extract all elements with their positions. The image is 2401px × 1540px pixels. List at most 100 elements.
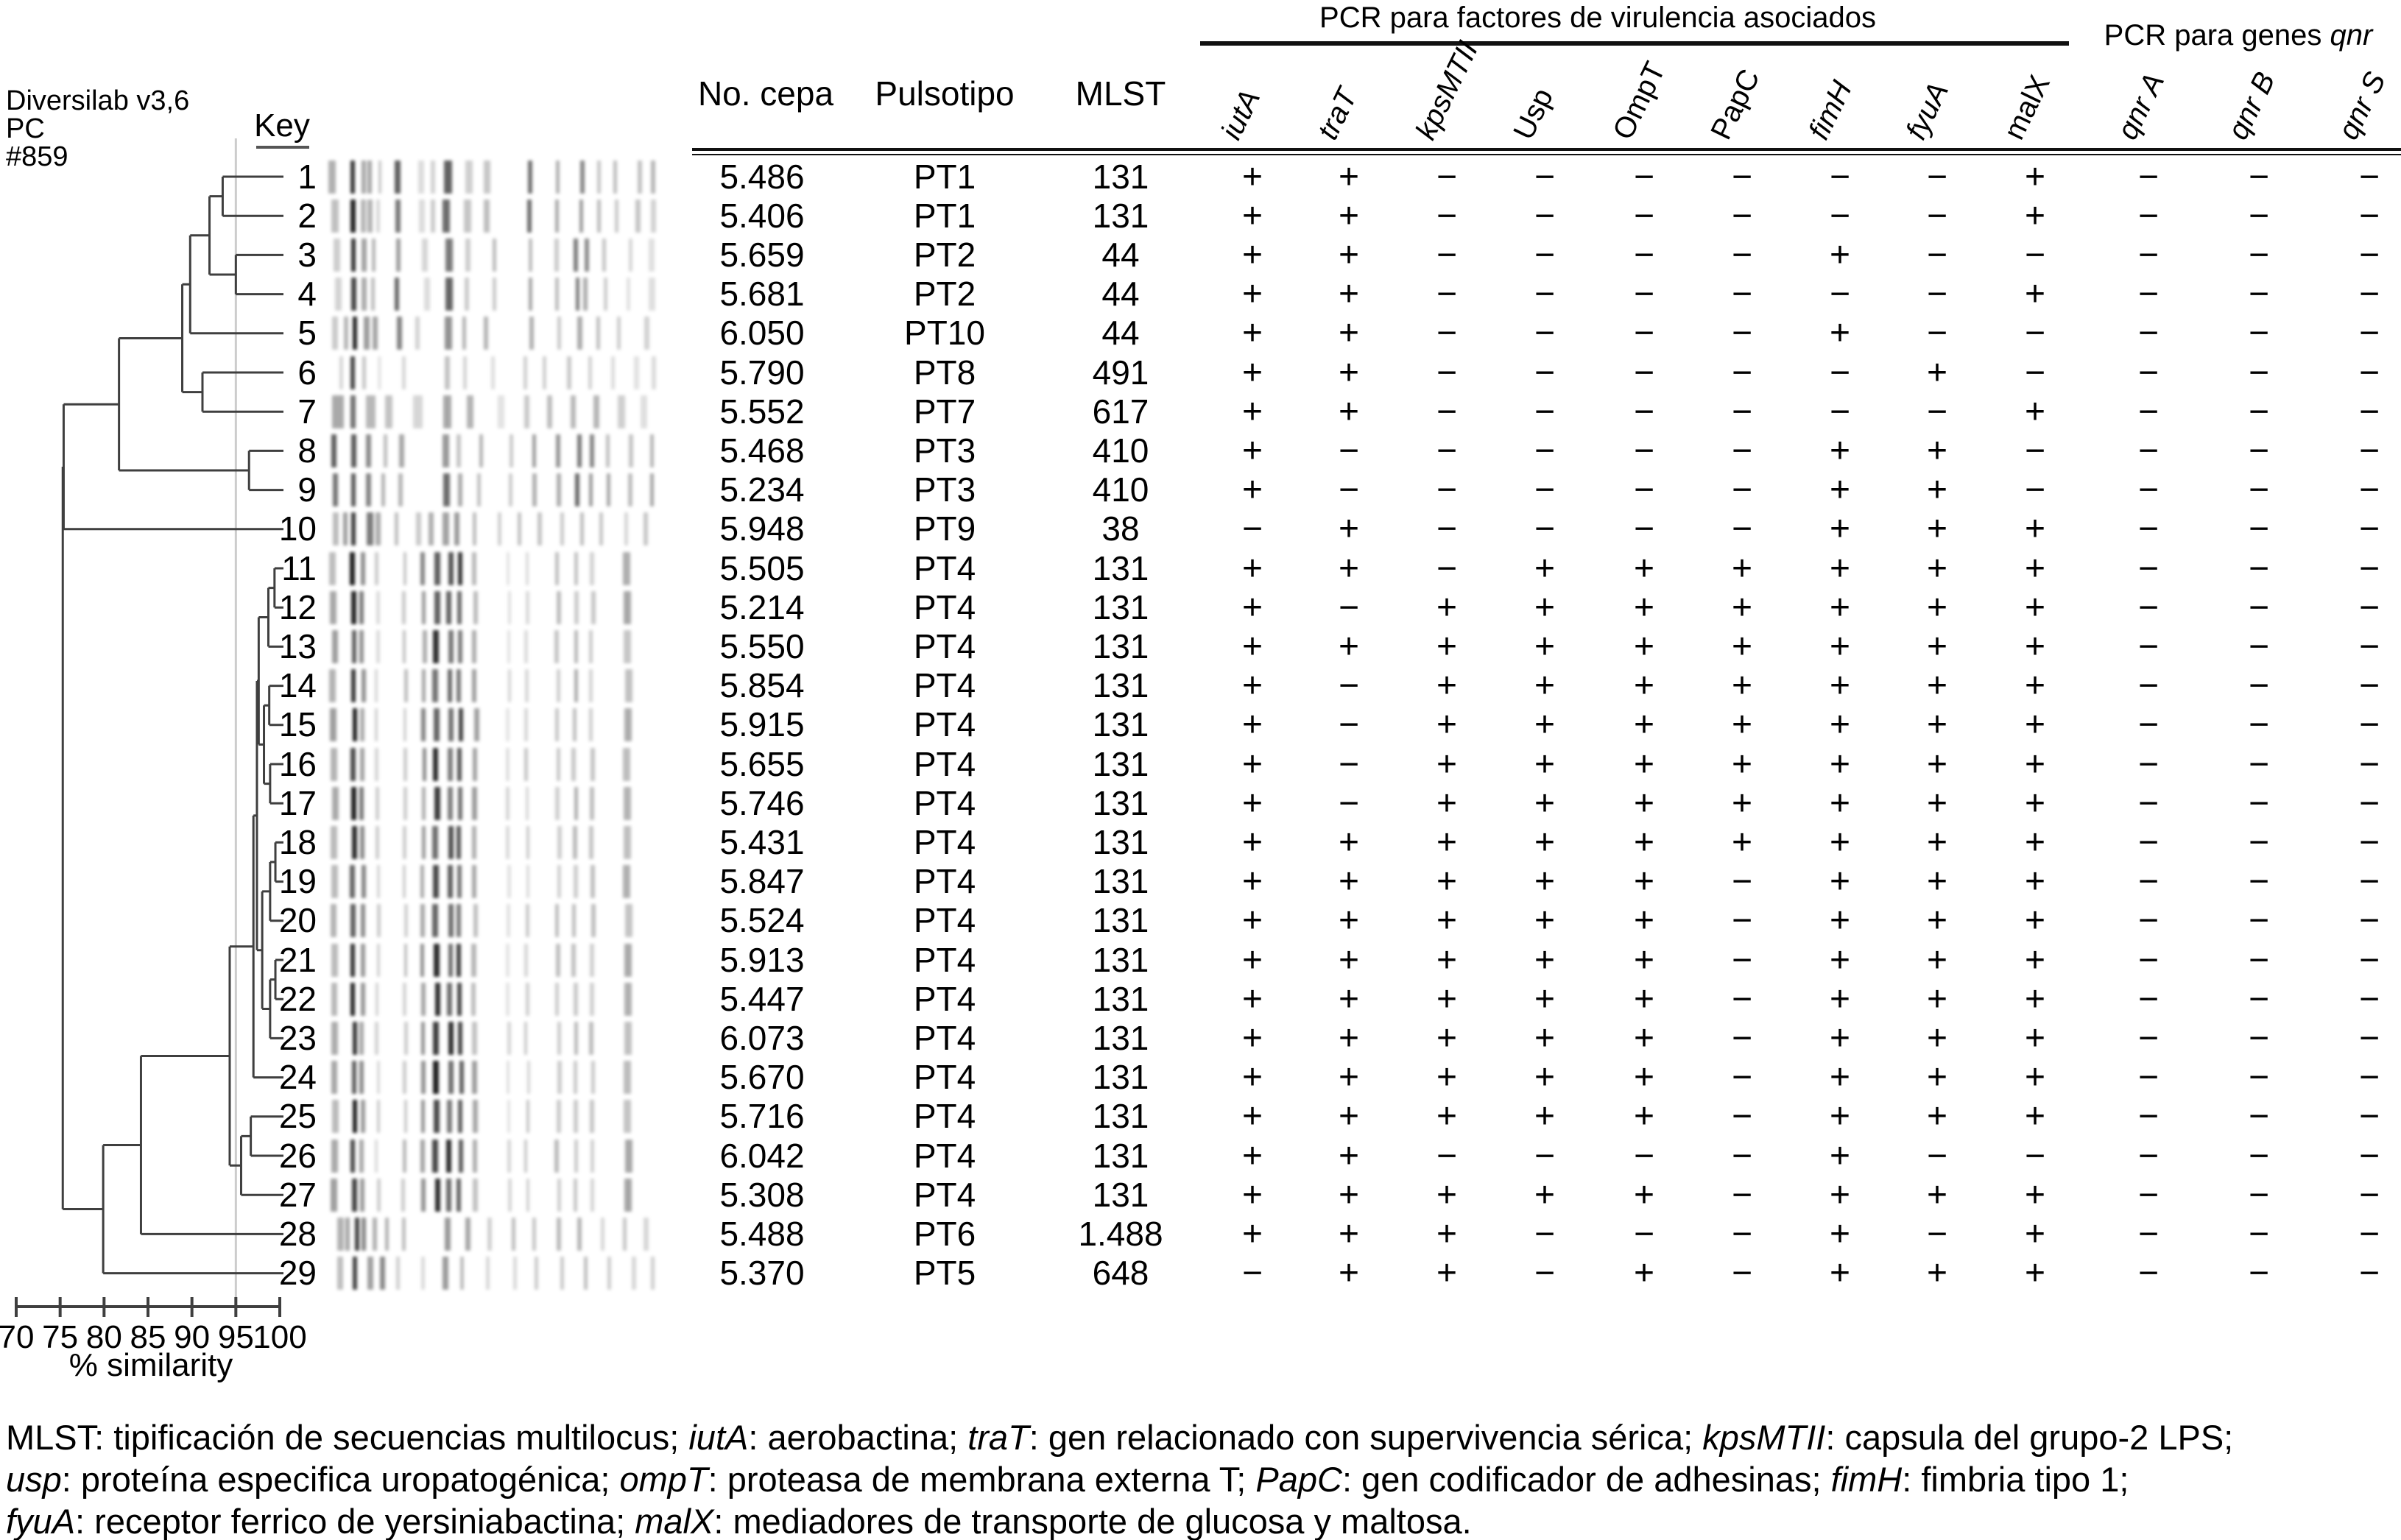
gel-band [424, 278, 430, 311]
pcr-result-usp: − [1534, 509, 1556, 549]
pcr-result-malx: + [2024, 744, 2046, 784]
cell-cepa: 5.854 [719, 666, 805, 705]
pcr-result-kpsmtii: + [1436, 901, 1458, 941]
pcr-result-trat: + [1338, 157, 1360, 197]
pcr-result-fyua: + [1926, 862, 1948, 902]
cell-cepa: 5.550 [719, 626, 805, 665]
gel-band [444, 317, 453, 350]
pcr-result-kpsmtii: − [1436, 353, 1458, 392]
gel-band [421, 786, 426, 820]
table-row: 4 5.681 PT2 44 + + − − − − − − + − − − [0, 275, 2401, 314]
cell-mlst: 131 [1092, 705, 1149, 744]
gel-band [420, 1139, 425, 1173]
gel-band [420, 865, 425, 899]
gel-band [456, 1178, 461, 1212]
pcr-result-malx: + [2024, 940, 2046, 980]
gel-band [420, 1021, 426, 1055]
gel-band [458, 551, 463, 585]
pcr-result-usp: + [1534, 1097, 1556, 1137]
legend-gene-name: malX [635, 1502, 714, 1540]
gel-band [596, 317, 601, 350]
key-label: 16 [278, 744, 317, 783]
legend-gene-name: kpsMTII [1702, 1418, 1826, 1457]
gel-band [599, 512, 603, 546]
gel-band [448, 1061, 454, 1095]
software-name: Diversilab v3,6 [6, 85, 190, 116]
cell-pulsotipo: PT4 [913, 783, 976, 822]
gel-band [554, 982, 560, 1016]
gel-band [339, 356, 343, 389]
key-label: 14 [278, 666, 317, 705]
gel-band [456, 590, 462, 624]
pcr-result-qnr-s: − [2358, 1097, 2380, 1137]
pcr-result-malx: − [2024, 470, 2046, 510]
gel-band [523, 395, 530, 428]
gel-band [649, 278, 655, 311]
gel-band [421, 982, 426, 1016]
gel-lane [330, 356, 670, 389]
gel-band [403, 708, 407, 742]
cell-cepa: 6.050 [719, 314, 805, 353]
gel-band [375, 551, 379, 585]
legend-text: : fimbria tipo 1; [1902, 1460, 2129, 1499]
gel-band [374, 669, 378, 703]
gel-band [432, 825, 439, 859]
pcr-result-qnr-s: − [2358, 822, 2380, 862]
gel-band [525, 551, 529, 585]
cell-pulsotipo: PT1 [913, 196, 976, 235]
gel-band [580, 160, 585, 194]
pcr-result-qnr-b: − [2248, 196, 2270, 236]
gel-band [448, 825, 454, 859]
gel-band [573, 1178, 578, 1212]
gel-band [508, 1178, 512, 1212]
gel-band [350, 199, 356, 233]
pcr-result-ompt: + [1633, 744, 1655, 784]
gel-band [353, 1021, 358, 1055]
gel-band [554, 708, 560, 742]
cell-mlst: 491 [1092, 353, 1149, 392]
pcr-result-ompt: + [1633, 626, 1655, 666]
gel-band [624, 1021, 632, 1055]
gel-band [350, 943, 356, 977]
cell-mlst: 44 [1101, 275, 1140, 314]
pcr-result-papc: − [1731, 431, 1753, 470]
pcr-result-iuta: + [1241, 783, 1263, 823]
gel-band [420, 708, 426, 742]
pcr-result-iuta: + [1241, 587, 1263, 627]
pcr-result-qnr-a: − [2137, 392, 2160, 431]
gel-band [485, 1257, 490, 1290]
pcr-result-fimh: − [1829, 157, 1851, 197]
gel-band [351, 434, 356, 467]
pcr-result-qnr-a: − [2137, 1214, 2160, 1254]
gel-band [622, 1217, 627, 1251]
pcr-result-papc: − [1731, 901, 1753, 941]
cell-pulsotipo: PT7 [913, 392, 976, 431]
gel-band [431, 160, 436, 194]
pcr-result-iuta: + [1241, 431, 1263, 470]
pcr-result-fimh: + [1829, 940, 1851, 980]
pcr-result-malx: + [2024, 1018, 2046, 1058]
gel-band [415, 317, 420, 350]
table-row: 24 5.670 PT4 131 + + + + + − + + + − − − [0, 1058, 2401, 1097]
cell-cepa: 6.042 [719, 1136, 805, 1175]
gel-band [546, 395, 553, 428]
gel-band [490, 356, 496, 389]
gel-band [360, 904, 365, 938]
gel-band [526, 1178, 530, 1212]
gel-lane [330, 1021, 670, 1055]
pcr-result-fyua: − [1926, 1214, 1948, 1254]
pcr-result-qnr-a: − [2137, 940, 2160, 980]
pcr-result-qnr-a: − [2137, 705, 2160, 745]
pcr-result-qnr-b: − [2248, 979, 2270, 1019]
gel-band [557, 1178, 562, 1212]
gel-band [556, 434, 560, 467]
key-label: 28 [278, 1214, 317, 1253]
gel-band [359, 786, 364, 820]
axis-tick-label: 70 [0, 1319, 35, 1355]
pcr-result-fyua: + [1926, 901, 1948, 941]
cell-pulsotipo: PT4 [913, 862, 976, 901]
gel-band [456, 825, 461, 859]
gel-band [557, 825, 562, 859]
gel-band [588, 708, 593, 742]
gel-band [622, 865, 630, 899]
